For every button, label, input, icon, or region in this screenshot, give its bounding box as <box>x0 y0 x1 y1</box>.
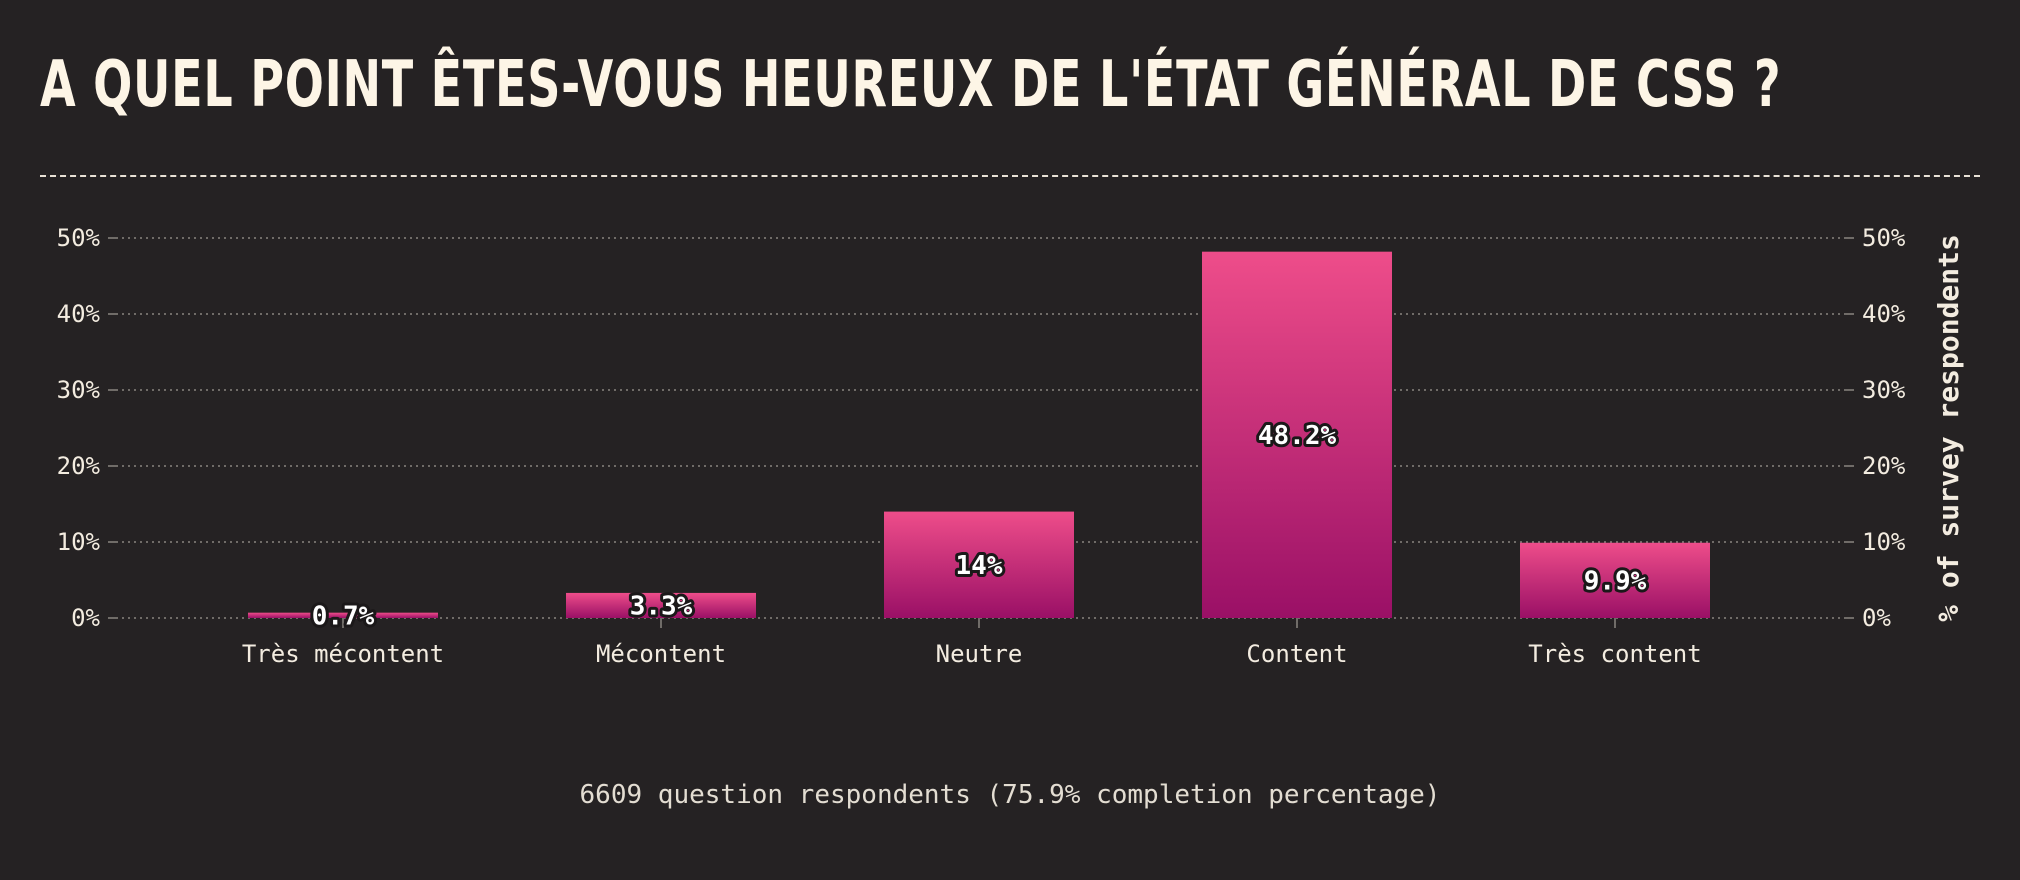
data-label: 3.3% <box>630 591 693 621</box>
x-tick-label: Très content <box>1528 640 1701 668</box>
y-tick-label-left: 20% <box>57 452 101 480</box>
data-label: 48.2% <box>1258 421 1337 451</box>
y-tick-label-right: 10% <box>1862 528 1906 556</box>
bar[interactable] <box>248 612 438 618</box>
x-tick-label: Neutre <box>936 640 1023 668</box>
y-tick-label-left: 0% <box>71 604 100 632</box>
x-tick-label: Très mécontent <box>242 640 444 668</box>
title-divider <box>40 175 1980 177</box>
x-tick-label: Content <box>1246 640 1347 668</box>
x-tick-label: Mécontent <box>596 640 726 668</box>
y-tick-label-left: 50% <box>57 224 101 252</box>
y-tick-label-right: 0% <box>1862 604 1891 632</box>
y-tick-label-right: 50% <box>1862 224 1906 252</box>
labels: 0% 0% 10% 10% 20% 20% 30% 30% 40% 40% 50% 50% Très m… <box>57 224 1965 668</box>
y-tick-label-right: 40% <box>1862 300 1906 328</box>
respondents-note: 6609 question respondents (75.9% complet… <box>579 780 1441 810</box>
data-label: 9.9% <box>1584 566 1647 596</box>
bar[interactable] <box>884 511 1074 618</box>
y-axis-title: % of survey respondents <box>1932 234 1965 622</box>
y-tick-label-left: 30% <box>57 376 101 404</box>
data-label: 14% <box>956 551 1003 581</box>
bar[interactable] <box>1202 251 1392 618</box>
y-tick-label-left: 10% <box>57 528 101 556</box>
bars <box>248 251 1710 618</box>
chart-title: A QUEL POINT ÊTES-VOUS HEUREUX DE L'ÉTAT… <box>40 48 1782 122</box>
bar[interactable] <box>1520 542 1710 618</box>
y-tick-label-left: 40% <box>57 300 101 328</box>
y-tick-label-right: 20% <box>1862 452 1906 480</box>
y-tick-label-right: 30% <box>1862 376 1906 404</box>
data-label: 0.7% <box>312 601 375 631</box>
bar[interactable] <box>566 592 756 618</box>
